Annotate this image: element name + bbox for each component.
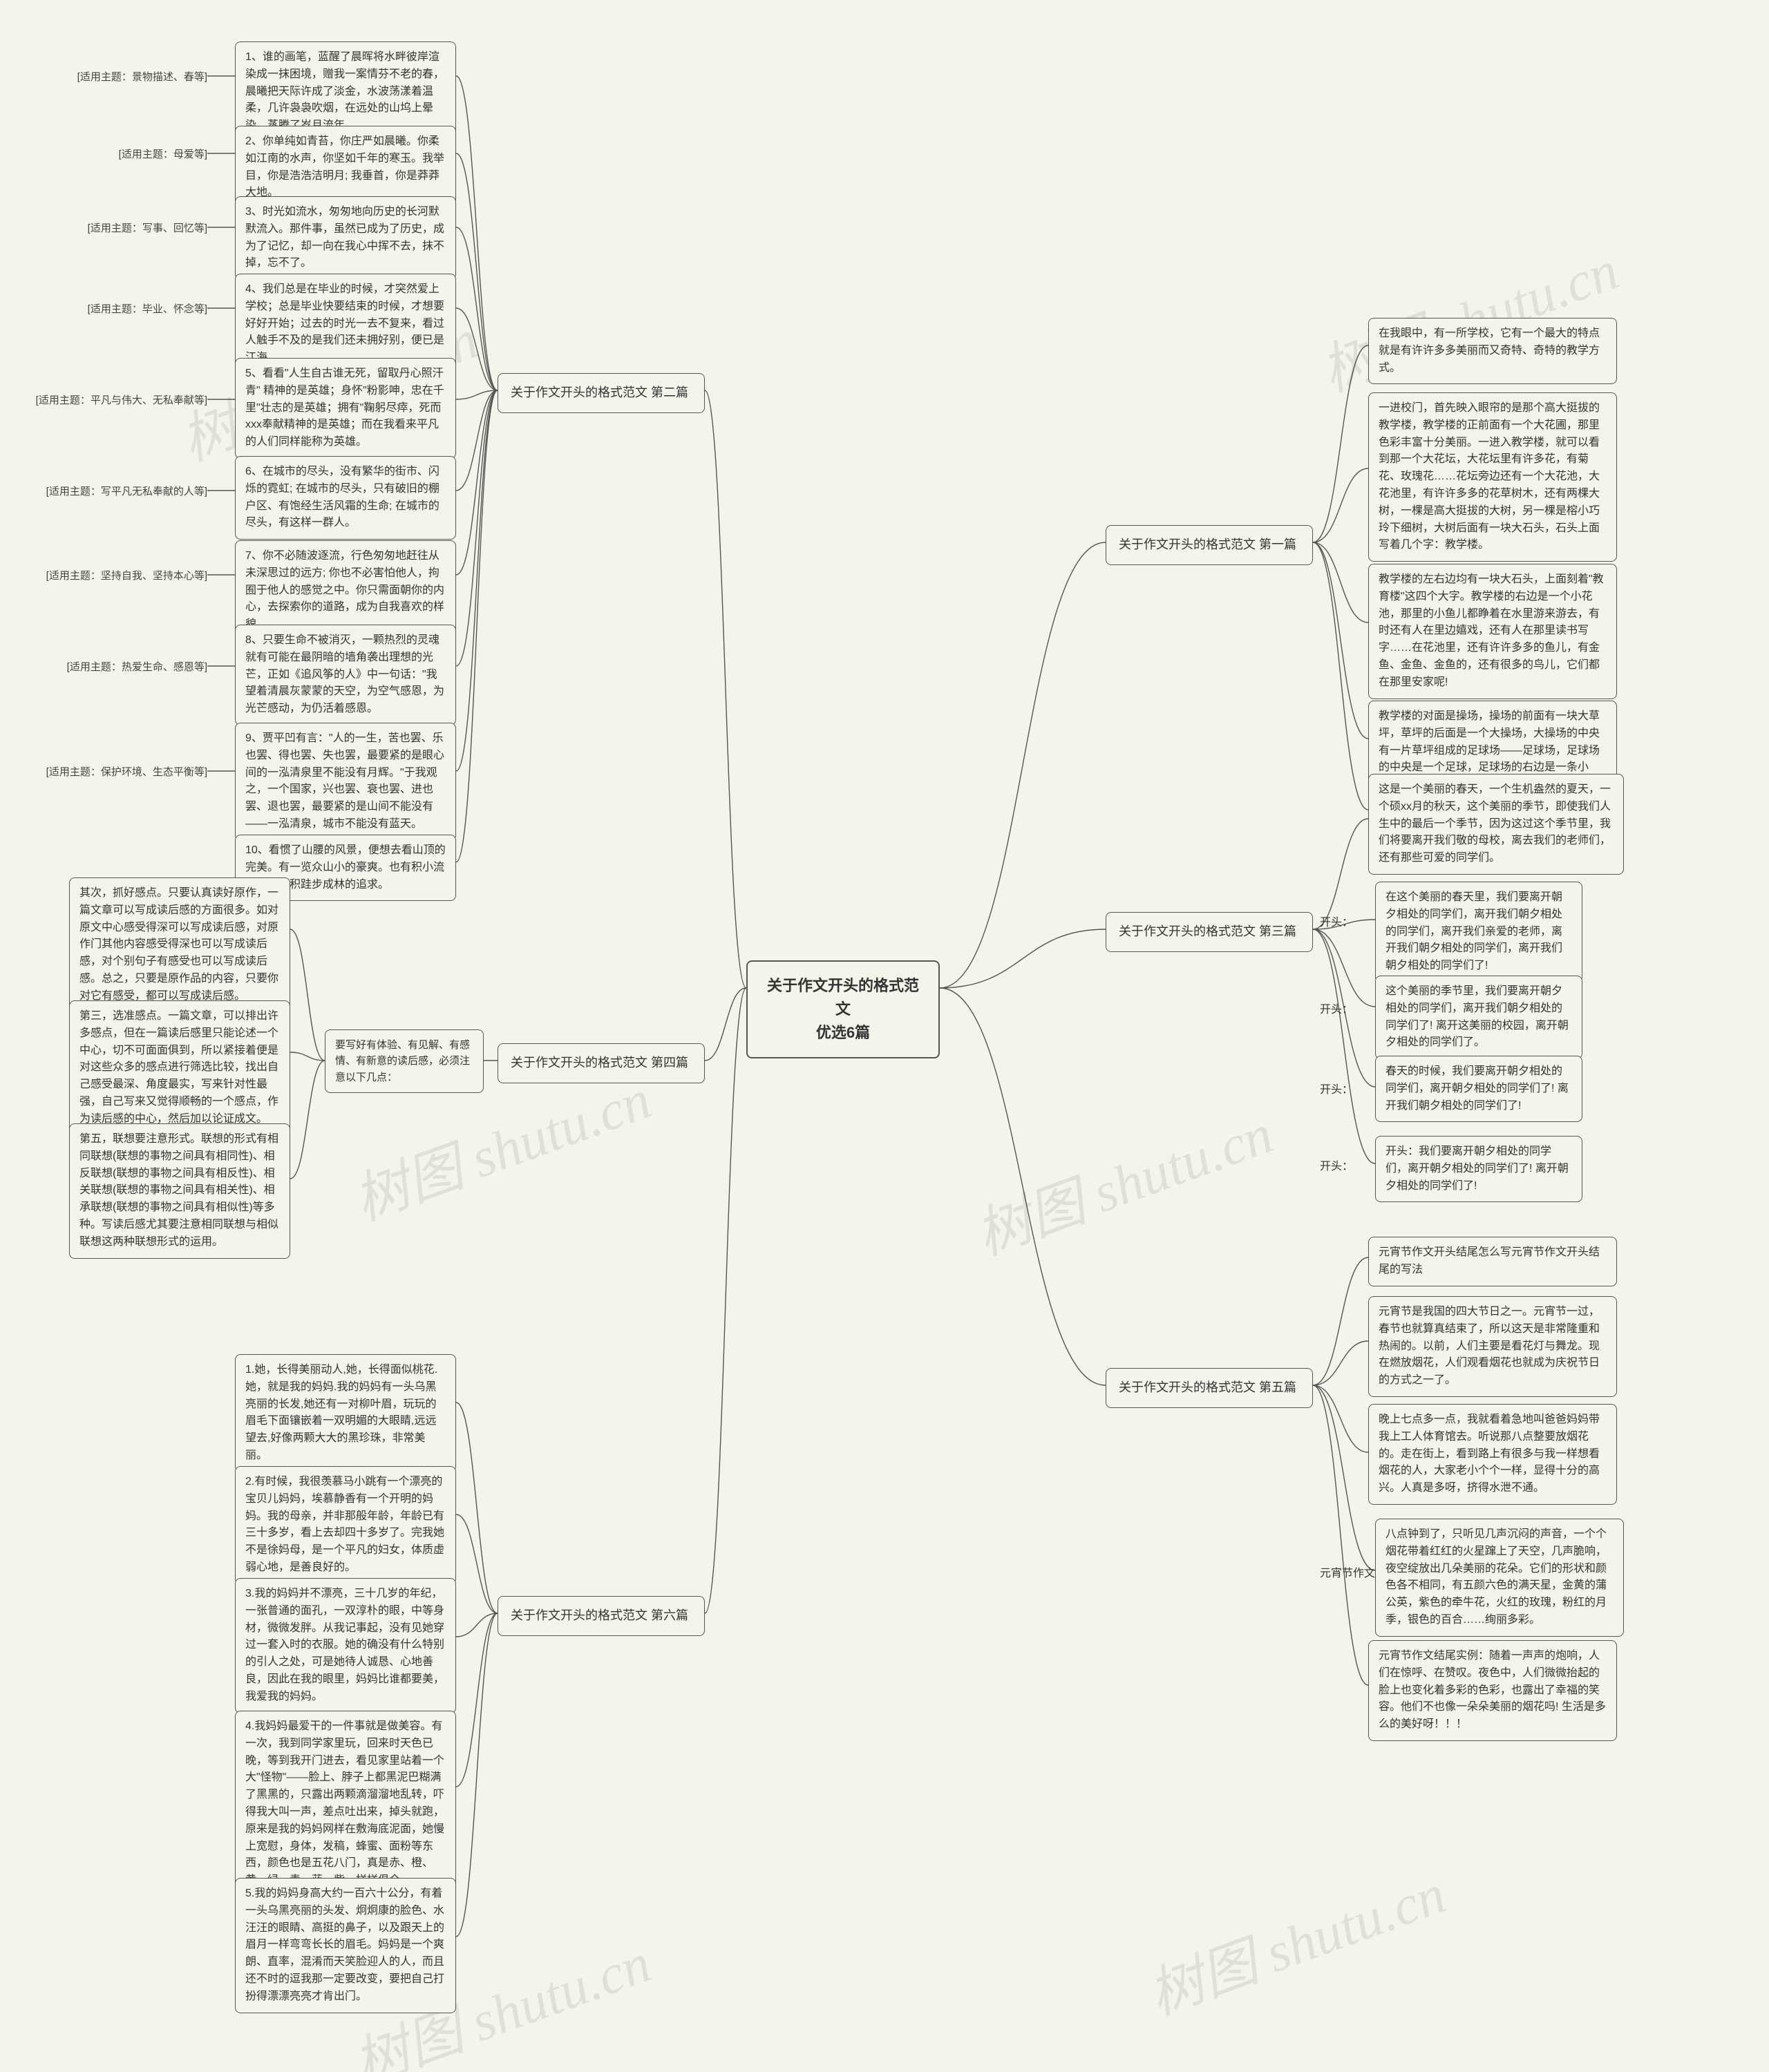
leaf-node: 元宵节是我国的四大节日之一。元宵节一过，春节也就算真结束了，所以这天是非常隆重和… — [1368, 1296, 1617, 1397]
leaf-node: 4.我妈妈最爱干的一件事就是做美容。有一次，我到同学家里玩，回来时天色已晚，等到… — [235, 1711, 456, 1897]
branch-node: 关于作文开头的格式范文 第五篇 — [1106, 1368, 1313, 1408]
leaf-node: 元宵节作文开头结尾怎么写元宵节作文开头结尾的写法 — [1368, 1237, 1617, 1286]
leaf-node: 这个美丽的季节里，我们要离开朝夕相处的同学们，离开我们朝夕相处的同学们了! 离开… — [1375, 976, 1582, 1059]
leaf-node: 9、贾平凹有言："人的一生，苦也罢、乐也罢、得也罢、失也罢，最要紧的是眼心间的一… — [235, 723, 456, 841]
leaf-node: 一进校门，首先映入眼帘的是那个高大挺拔的教学楼，教学楼的正前面有一个大花圃，那里… — [1368, 392, 1617, 562]
center-node: 关于作文开头的格式范文 优选6篇 — [746, 960, 940, 1058]
watermark: 树图 shutu.cn — [1136, 1850, 1455, 2031]
leaf-node: 元宵节作文结尾实例：随着一声声的炮响，人们在惊呼、在赞叹。夜色中，人们微微抬起的… — [1368, 1640, 1617, 1741]
leaf-tag: [适用主题：毕业、怀念等] — [28, 301, 207, 316]
leaf-node: 第三，选准感点。一篇文章，可以排出许多感点，但在一篇读后感里只能论述一个中心，切… — [69, 1000, 290, 1136]
leaf-node: 8、只要生命不被消灭，一颗热烈的灵魂就有可能在最阴暗的墙角袭出理想的光芒，正如《… — [235, 625, 456, 725]
leaf-node: 这是一个美丽的春天，一个生机盎然的夏天，一个硕xx月的秋天，这个美丽的季节，即使… — [1368, 774, 1624, 875]
branch-node: 关于作文开头的格式范文 第三篇 — [1106, 912, 1313, 952]
leaf-node: 开头：我们要离开朝夕相处的同学们，离开朝夕相处的同学们了! 离开朝夕相处的同学们… — [1375, 1136, 1582, 1202]
leaf-tag: [适用主题：平凡与伟大、无私奉献等] — [28, 392, 207, 407]
leaf-node: 1.她，长得美丽动人,她，长得面似桃花.她，就是我的妈妈.我的妈妈有一头乌黑亮丽… — [235, 1354, 456, 1472]
leaf-node: 在我眼中，有一所学校，它有一个最大的特点就是有许许多多美丽而又奇特、奇特的教学方… — [1368, 318, 1617, 384]
leaf-tag: [适用主题：热爱生命、感恩等] — [28, 659, 207, 674]
leaf-node: 晚上七点多一点，我就看着急地叫爸爸妈妈带我上工人体育馆去。听说那八点整要放烟花的… — [1368, 1404, 1617, 1505]
mindmap-canvas: 树图 shutu.cn树图 shutu.cn树图 shutu.cn树图 shut… — [0, 0, 1769, 2072]
leaf-sublabel: 开头： — [1320, 1000, 1353, 1016]
leaf-tag: [适用主题：写平凡无私奉献的人等] — [28, 484, 207, 498]
leaf-node: 3.我的妈妈并不漂亮，三十几岁的年纪，一张普通的面孔，一双淳朴的眼，中等身材，微… — [235, 1578, 456, 1713]
leaf-node: 6、在城市的尽头，没有繁华的街市、闪烁的霓虹; 在城市的尽头，只有破旧的棚户区、… — [235, 456, 456, 540]
leaf-node: 5、看看"人生自古谁无死，留取丹心照汗青" 精神的是英雄；身怀"粉影呻，忠在千里… — [235, 358, 456, 459]
leaf-tag: [适用主题：坚持自我、坚持本心等] — [28, 568, 207, 582]
leaf-tag: [适用主题：母爱等] — [28, 146, 207, 161]
leaf-node: 其次，抓好感点。只要认真读好原作，一篇文章可以写成读后感的方面很多。如对原文中心… — [69, 877, 290, 1013]
leaf-node: 5.我的妈妈身高大约一百六十公分，有着一头乌黑亮丽的头发、炯炯康的脸色、水汪汪的… — [235, 1878, 456, 2013]
leaf-tag: [适用主题：景物描述、春等] — [28, 69, 207, 84]
leaf-sublabel: 开头： — [1320, 1080, 1353, 1096]
side-note: 要写好有体验、有见解、有感情、有新意的读后感，必须注意以下几点： — [325, 1029, 484, 1093]
branch-node: 关于作文开头的格式范文 第四篇 — [498, 1043, 705, 1083]
leaf-sublabel: 开头： — [1320, 1157, 1353, 1173]
leaf-node: 在这个美丽的春天里，我们要离开朝夕相处的同学们，离开我们朝夕相处的同学们，离开我… — [1375, 882, 1582, 982]
leaf-node: 八点钟到了，只听见几声沉闷的声音，一个个烟花带着红红的火星蹿上了天空，几声脆响，… — [1375, 1519, 1624, 1637]
branch-node: 关于作文开头的格式范文 第二篇 — [498, 373, 705, 413]
leaf-node: 第五，联想要注意形式。联想的形式有相同联想(联想的事物之间具有相同性)、相反联想… — [69, 1123, 290, 1259]
branch-node: 关于作文开头的格式范文 第一篇 — [1106, 525, 1313, 565]
leaf-node: 春天的时候，我们要离开朝夕相处的同学们，离开朝夕相处的同学们了! 离开我们朝夕相… — [1375, 1056, 1582, 1122]
leaf-node: 2.有时候，我很羡慕马小跳有一个漂亮的宝贝儿妈妈，埃慕静香有一个开明的妈妈。我的… — [235, 1466, 456, 1584]
leaf-node: 3、时光如流水，匆匆地向历史的长河默默流入。那件事，虽然已成为了历史，成为了记忆… — [235, 196, 456, 280]
leaf-tag: [适用主题：保护环境、生态平衡等] — [28, 764, 207, 779]
watermark: 树图 shutu.cn — [963, 1090, 1282, 1271]
leaf-sublabel: 开头： — [1320, 913, 1353, 929]
leaf-tag: [适用主题：写事、回忆等] — [28, 220, 207, 235]
leaf-node: 教学楼的左右边均有一块大石头，上面刻着"教育楼"这四个大字。教学楼的右边是一个小… — [1368, 564, 1617, 699]
branch-node: 关于作文开头的格式范文 第六篇 — [498, 1596, 705, 1636]
